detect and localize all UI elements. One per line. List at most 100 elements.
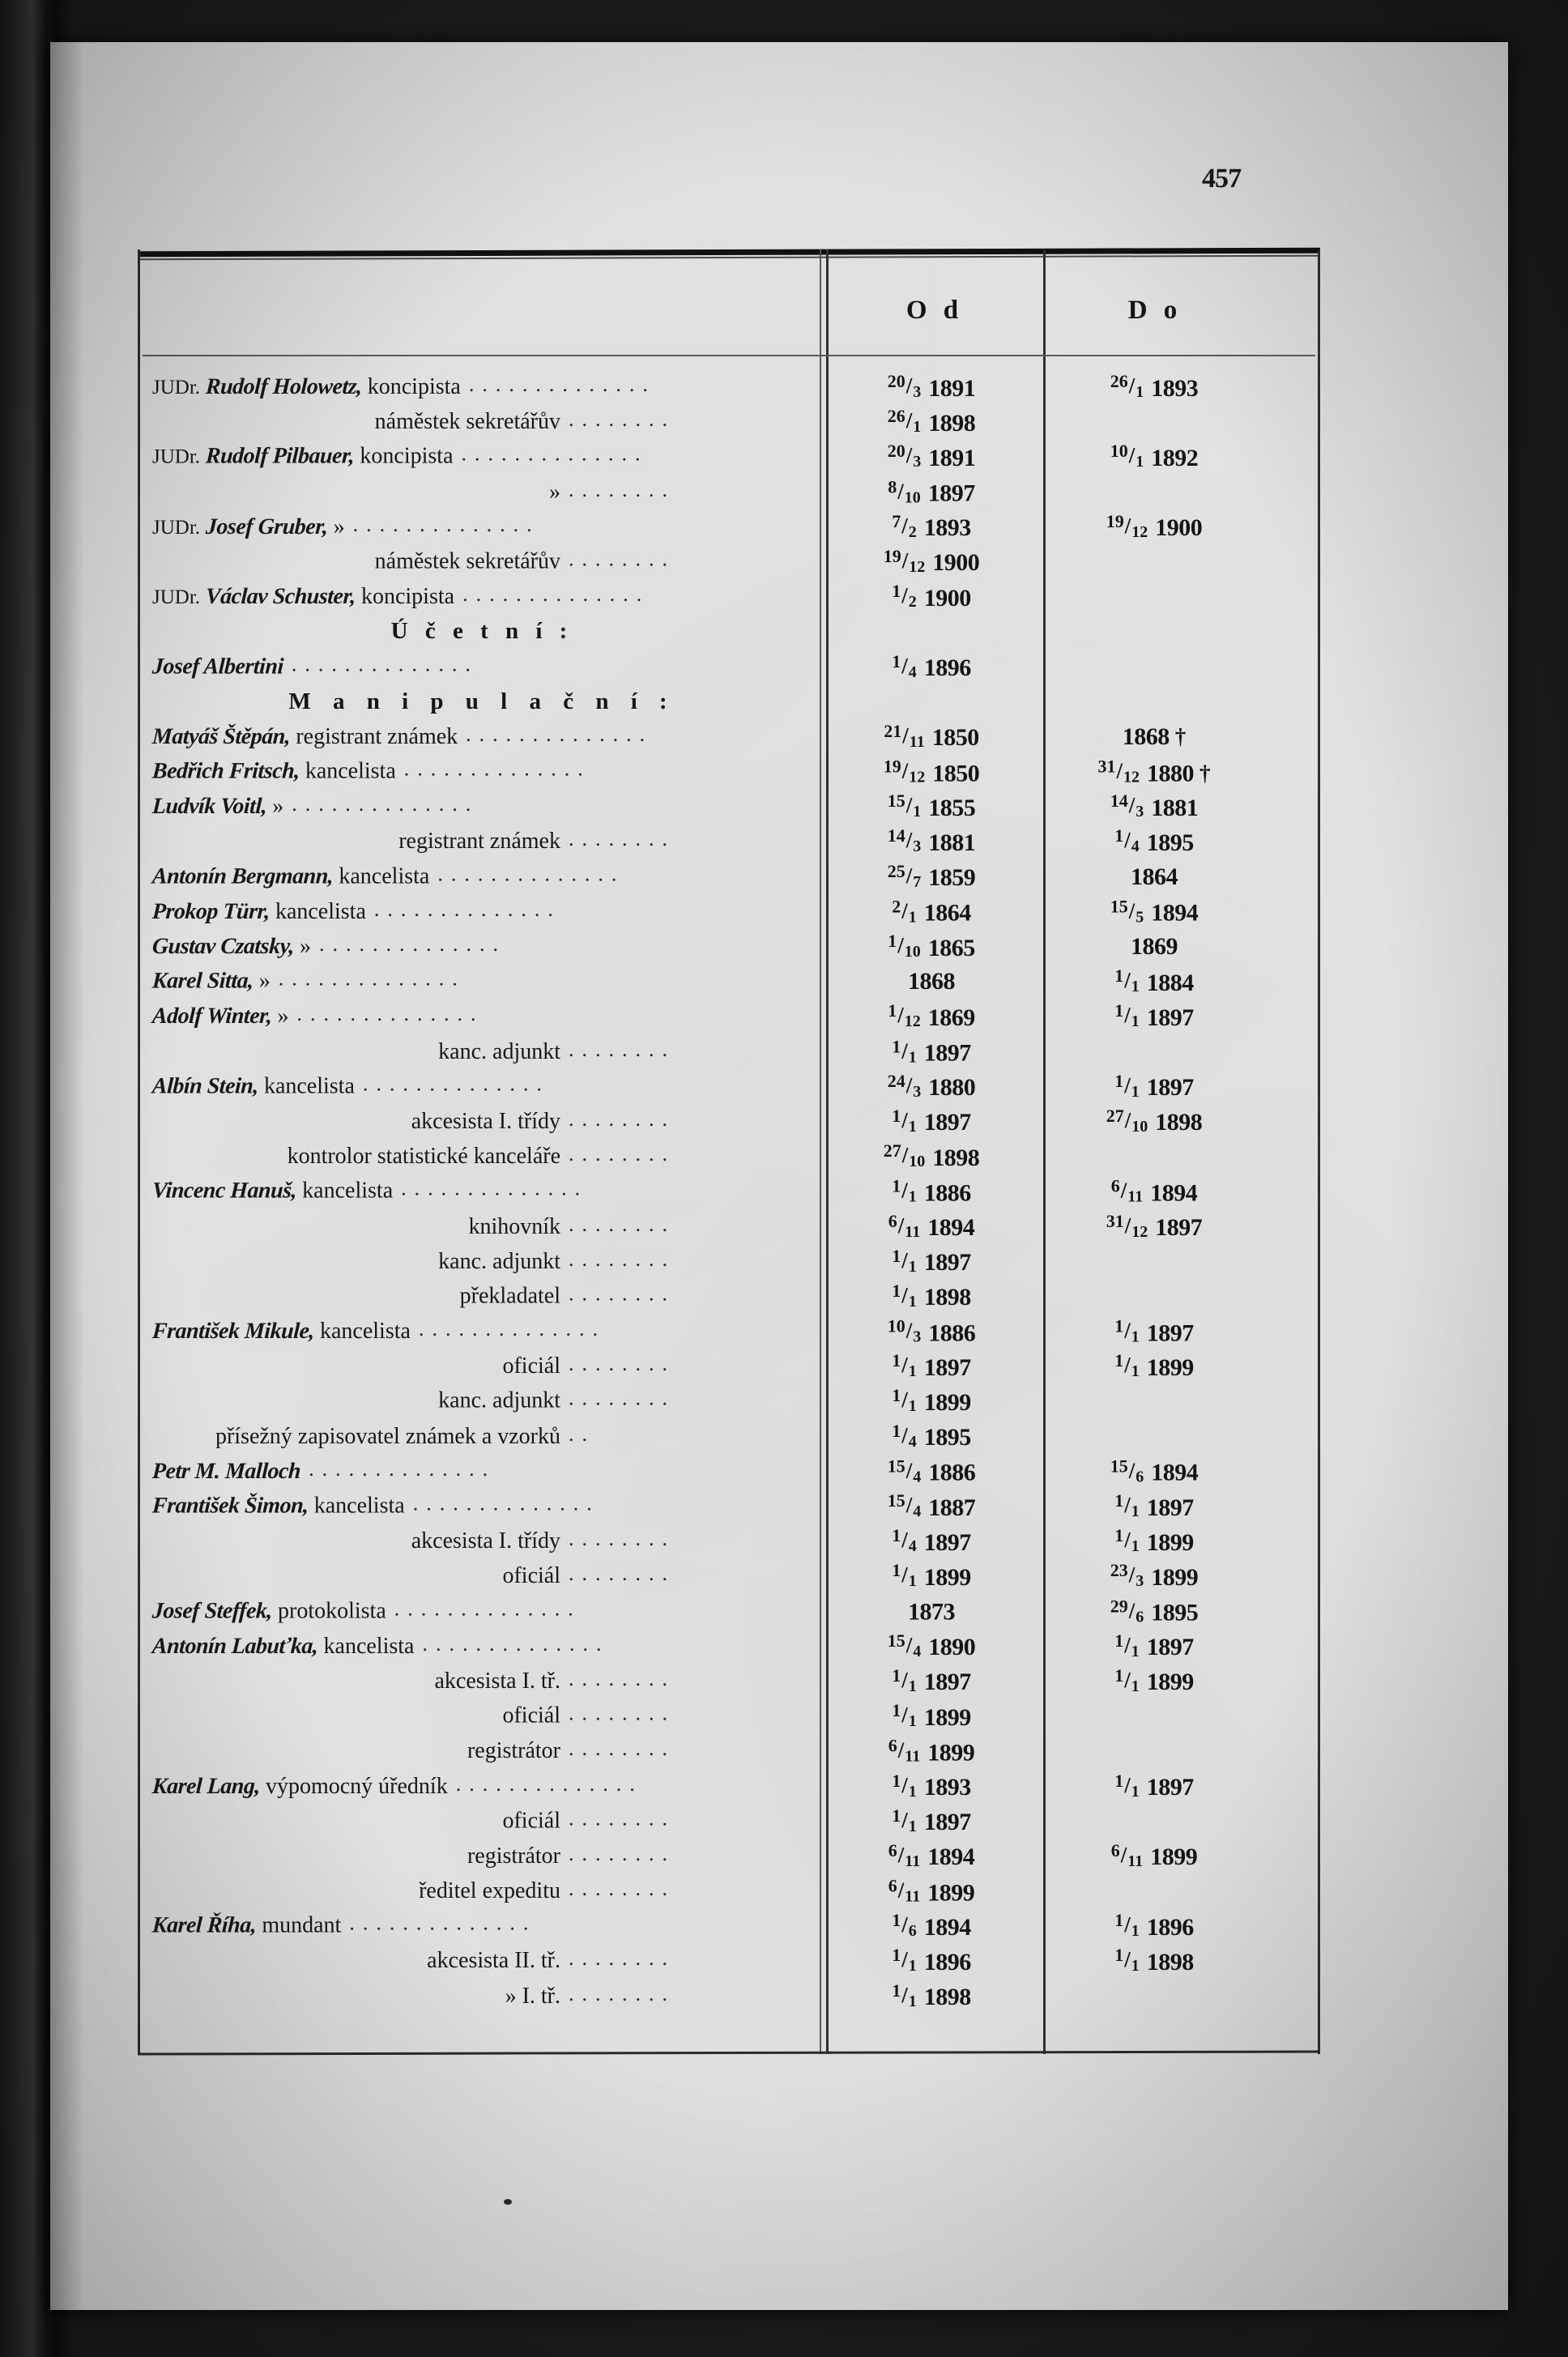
leader-dots: .............. [462, 582, 650, 607]
table-row: kanc. adjunkt........ 1/1 1899 [138, 1383, 1320, 1418]
date-year: 1893 [923, 1774, 972, 1801]
position-row-label: kanc. adjunkt........ [138, 1383, 820, 1418]
column-header-od: O d [905, 295, 964, 325]
table-row: překladatel........ 1/1 1898 [138, 1279, 1320, 1314]
position-title: přísežný zapisovatel známek a vzorků [215, 1423, 560, 1449]
cell-date-od: 15/4 1887 [820, 1489, 1043, 1526]
column-header-do: D o [1127, 295, 1182, 325]
leader-dots: ........ [569, 1142, 675, 1166]
cell-date-od: 6/11 1894 [820, 1839, 1043, 1876]
table-row: náměstek sekretářův........ 26/1 1898 [138, 404, 1320, 439]
cell-date-do: 14/3 1881 [1043, 789, 1265, 826]
person-row-label: JUDr. Rudolf Holowetz, koncipista.......… [138, 369, 820, 405]
cell-date-od: 1/10 1865 [820, 929, 1043, 966]
position-title: akcesista I. třídy [411, 1528, 560, 1554]
date-fraction: 6/11 [888, 1735, 921, 1766]
date-year: 1898 [928, 409, 976, 437]
person-row-label: Prokop Türr, kancelista.............. [138, 894, 820, 929]
position-row-label: akcesista I. třídy........ [138, 1104, 820, 1139]
date-year: 1886 [928, 1459, 976, 1486]
leader-dots: .............. [319, 932, 507, 956]
table-row: František Mikule, kancelista............… [138, 1314, 1320, 1349]
position-row-label: knihovník........ [138, 1209, 820, 1244]
date-fraction: 15/6 [1110, 1456, 1144, 1486]
date-fraction: 15/4 [887, 1490, 922, 1520]
table-border-right [1318, 249, 1320, 2054]
register-table: O d D o JUDr. Rudolf Holowetz, koncipist… [137, 247, 1321, 2056]
person-name: Antonín Labuťka, kancelista [151, 1633, 415, 1659]
date-year: 1869 [1131, 933, 1178, 960]
table-row: »........ 8/10 1897 [138, 475, 1320, 509]
date-fraction: 26/1 [1110, 371, 1144, 401]
cell-date-do: 29/6 1895 [1043, 1594, 1265, 1631]
leader-dots: .............. [349, 1911, 537, 1935]
table-row: JUDr. Josef Gruber, ».............. 7/2 18… [138, 509, 1320, 544]
date-fraction: 1/4 [892, 1525, 917, 1556]
cell-date-od: 1/6 1894 [820, 1908, 1043, 1946]
person-row-label: Josef Steffek, protokolista.............… [138, 1593, 820, 1628]
person-row-label: Petr M. Malloch.............. [138, 1454, 820, 1489]
date-year: 1897 [923, 1109, 972, 1136]
position-row-label: přísežný zapisovatel známek a vzorků.. [138, 1419, 820, 1454]
date-year: 1864 [1131, 863, 1178, 890]
cell-date-do: 1/1 1899 [1043, 1664, 1265, 1701]
position-title: oficiál [502, 1808, 560, 1834]
date-fraction: 1/1 [892, 1385, 917, 1416]
date-fraction: 1/1 [1114, 1525, 1140, 1556]
cell-date-do: 6/11 1899 [1043, 1839, 1265, 1876]
date-fraction: 31/12 [1097, 756, 1140, 786]
leader-dots: ........ [569, 547, 675, 571]
person-name: Karel Lang, výpomocný úředník [151, 1773, 448, 1799]
table-row: Ludvík Voitl, ».............. 15/1 1855 14/… [138, 789, 1320, 824]
cell-date-do: 26/1 1893 [1043, 369, 1265, 407]
date-fraction: 1/1 [892, 1280, 917, 1311]
cell-date-do: 1869 [1043, 929, 1265, 964]
position-title: překladatel [459, 1283, 560, 1309]
date-fraction: 1/1 [1114, 1070, 1140, 1101]
date-year: 1868 [908, 968, 956, 995]
position-title: kanc. adjunkt [438, 1387, 560, 1413]
date-fraction: 1/1 [1114, 1350, 1140, 1381]
cell-date-od: 21/11 1850 [820, 719, 1043, 757]
header-separator-rule [143, 355, 1315, 356]
position-row-label: registrant známek........ [138, 824, 820, 859]
leader-dots: .............. [352, 512, 540, 536]
leader-dots: .............. [468, 373, 656, 396]
person-name: Vincenc Hanuš, kancelista [151, 1178, 394, 1204]
date-year: 1894 [927, 1843, 975, 1871]
date-year: 1894 [1151, 899, 1199, 927]
cell-date-od: 1/4 1895 [820, 1419, 1043, 1456]
table-row: akcesista I. tř......... 1/1 1897 1/1 1899 [138, 1664, 1320, 1698]
date-fraction: 19/12 [883, 756, 926, 786]
date-fraction: 19/12 [883, 545, 926, 576]
date-year: 1886 [928, 1319, 976, 1347]
date-year: 1897 [1146, 1774, 1195, 1801]
leader-dots: ........ [569, 1562, 675, 1586]
leader-dots: ........ [569, 1946, 675, 1971]
person-row-label: Adolf Winter, ».............. [138, 999, 820, 1034]
position-row-label: » I. tř......... [138, 1979, 820, 2014]
date-year: 1900 [923, 584, 972, 612]
position-title: kanc. adjunkt [438, 1248, 560, 1274]
date-fraction: 1/1 [892, 1560, 917, 1591]
date-fraction: 1/6 [892, 1910, 917, 1941]
person-row-label: Vincenc Hanuš, kancelista.............. [138, 1174, 820, 1208]
leader-dots: ........ [569, 1841, 675, 1865]
table-row: Karel Sitta, ».............. 1868 1/1 1884 [138, 964, 1320, 999]
leader-dots: .............. [401, 1176, 589, 1200]
person-name: JUDr. Rudolf Pilbauer, koncipista [152, 443, 454, 469]
cell-date-do: 27/10 1898 [1043, 1104, 1265, 1141]
leader-dots: ........ [569, 1877, 675, 1901]
table-row: JUDr. Rudolf Holowetz, koncipista.......… [138, 369, 1320, 404]
date-year: 1897 [923, 1809, 972, 1836]
leader-dots: ........ [569, 827, 675, 851]
table-row: kanc. adjunkt........ 1/1 1897 [138, 1034, 1320, 1069]
leader-dots: .............. [422, 1631, 610, 1656]
cell-date-od: 6/11 1894 [820, 1209, 1043, 1247]
cell-date-od: 15/1 1855 [820, 789, 1043, 826]
leader-dots: .............. [394, 1596, 582, 1620]
date-year: 1887 [928, 1494, 976, 1521]
person-name: Prokop Türr, kancelista [151, 898, 366, 924]
position-title: akcesista II. tř. [427, 1948, 560, 1974]
date-fraction: 1/1 [1114, 1315, 1140, 1346]
